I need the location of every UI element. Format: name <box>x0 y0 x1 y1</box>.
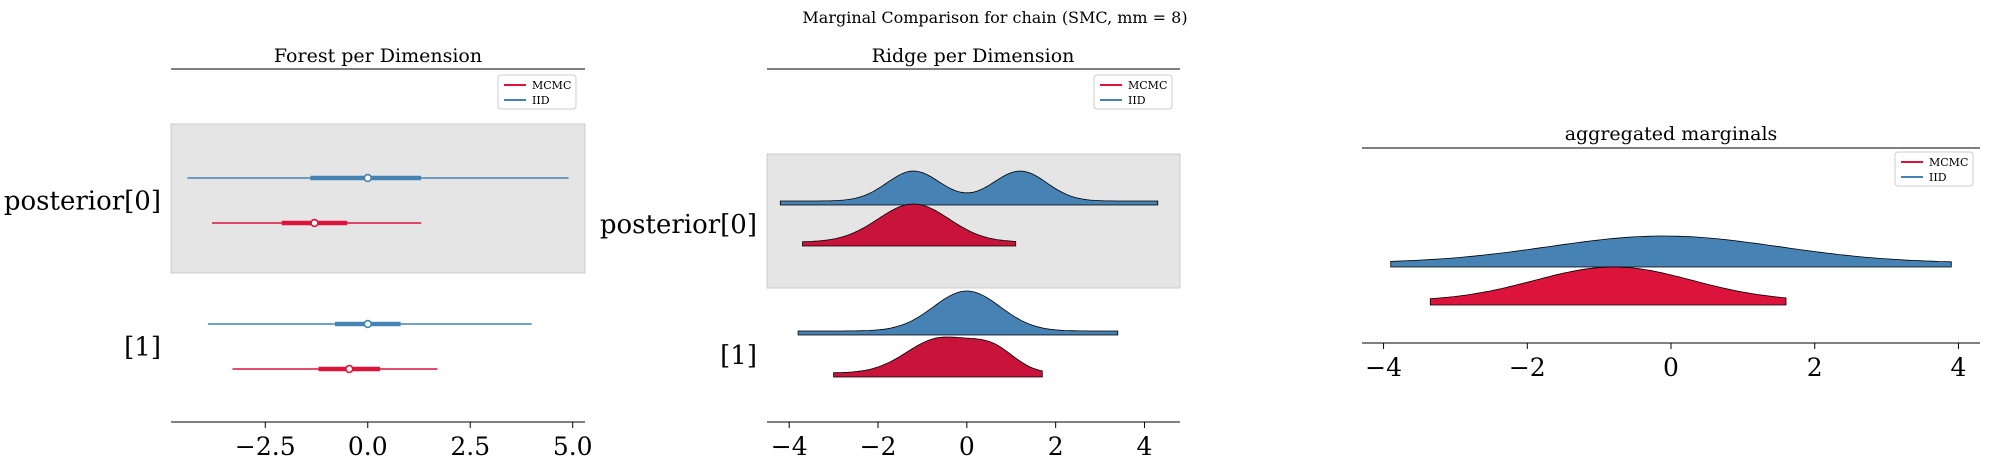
legend-label-iid: IID <box>532 94 550 107</box>
row-label: [1] <box>124 333 161 363</box>
row-band <box>766 153 1181 289</box>
aggregated-panel-title: aggregated marginals <box>1565 123 1778 145</box>
x-tick-label: 0 <box>959 432 975 461</box>
row-label: [1] <box>720 341 757 371</box>
mean-point <box>363 173 372 183</box>
forest-panel: Forest per Dimension posterior[0] [1] −2.5… <box>4 45 593 461</box>
x-tick-label: 0 <box>1663 353 1679 382</box>
mean-point <box>345 364 354 374</box>
row-label: posterior[0] <box>4 187 161 217</box>
forest-panel-title: Forest per Dimension <box>274 45 482 67</box>
legend-label-mcmc: MCMC <box>1929 156 1968 169</box>
aggregated-density <box>1429 266 1787 306</box>
x-tick-label: 2 <box>1807 353 1823 382</box>
legend-label-mcmc: MCMC <box>532 79 571 92</box>
x-tick-label: 5.0 <box>553 432 593 461</box>
ridge-density <box>802 203 1017 247</box>
x-tick-label: −4 <box>771 432 808 461</box>
ridge-panel: Ridge per Dimension posterior[0] [1] −4 −2 0… <box>600 45 1181 461</box>
row-band <box>170 123 586 274</box>
x-tick-label: −2.5 <box>235 432 296 461</box>
x-tick-label: 2.5 <box>450 432 490 461</box>
ridge-density <box>797 290 1119 336</box>
legend-label-iid: IID <box>1128 94 1146 107</box>
aggregated-density <box>1390 235 1952 268</box>
x-tick-label: 0.0 <box>348 432 388 461</box>
x-tick-label: −2 <box>1509 353 1546 382</box>
mean-point <box>363 319 372 329</box>
figure-suptitle: Marginal Comparison for chain (SMC, mm =… <box>802 8 1187 27</box>
x-tick-label: 2 <box>1048 432 1064 461</box>
x-tick-label: 4 <box>1950 353 1966 382</box>
ridge-density <box>833 336 1043 378</box>
aggregated-panel: aggregated marginals −4 −2 0 2 4 MCMC IID <box>1362 123 1980 382</box>
row-label: posterior[0] <box>600 210 757 240</box>
x-tick-label: −4 <box>1365 353 1402 382</box>
legend-label-mcmc: MCMC <box>1128 79 1167 92</box>
x-tick-label: 4 <box>1137 432 1153 461</box>
mean-point <box>310 218 319 228</box>
legend-label-iid: IID <box>1929 171 1947 184</box>
x-tick-label: −2 <box>860 432 897 461</box>
ridge-density <box>779 170 1159 206</box>
ridge-panel-title: Ridge per Dimension <box>872 45 1075 67</box>
